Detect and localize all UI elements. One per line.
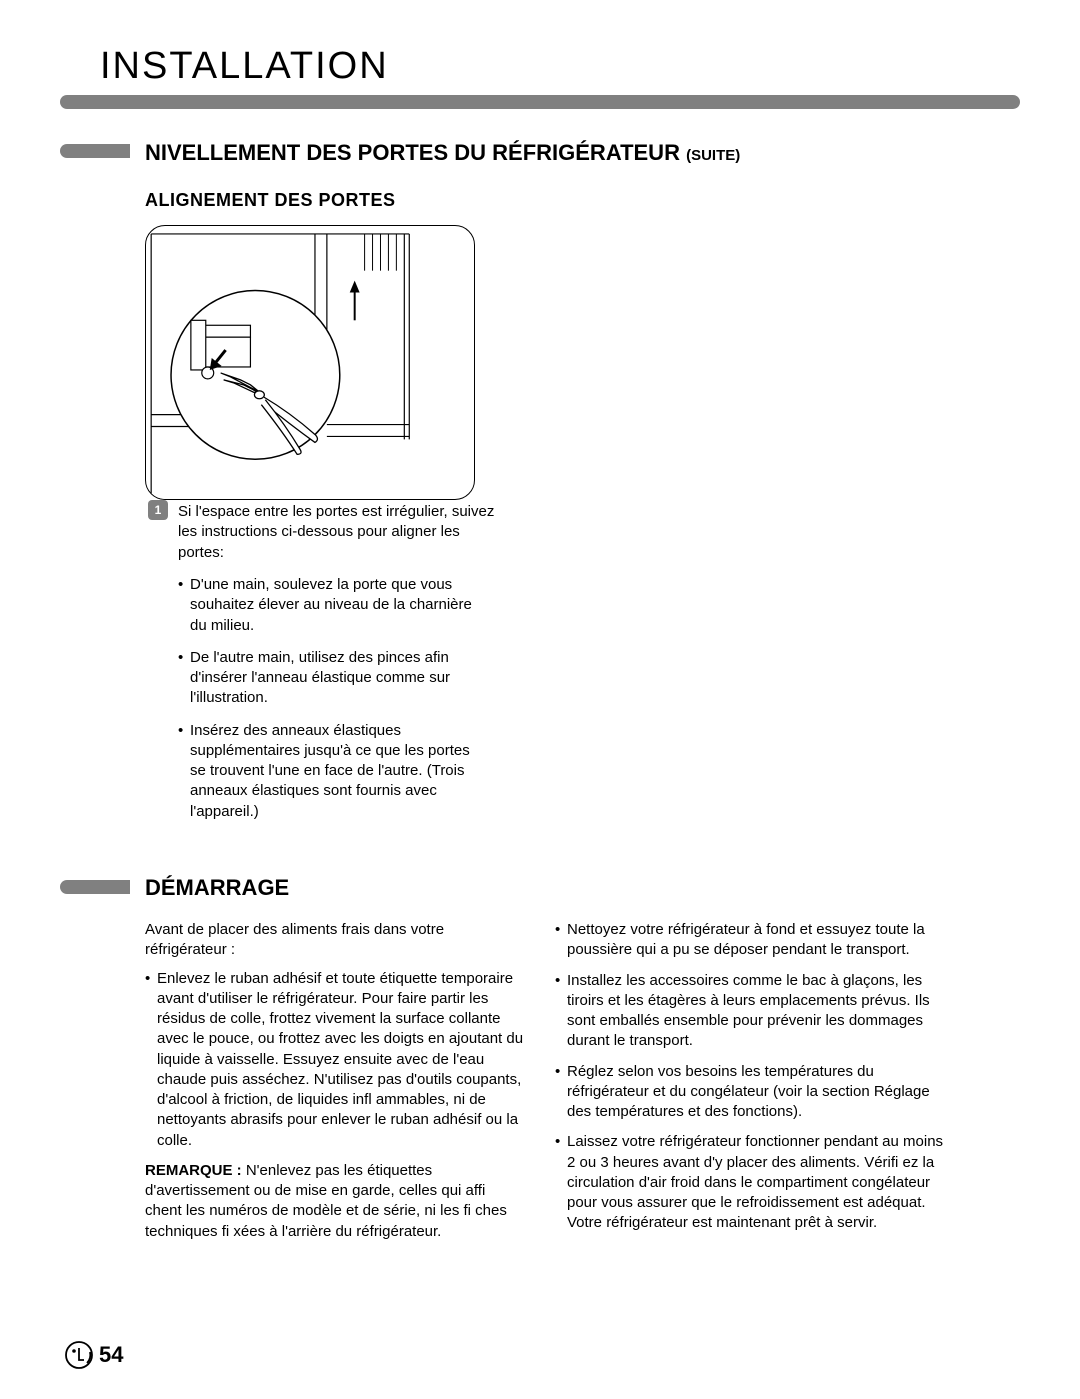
list-item: Enlevez le ruban adhésif et toute étique… bbox=[145, 969, 525, 1151]
step-number-badge: 1 bbox=[148, 500, 168, 520]
subsection-heading-alignement: ALIGNEMENT DES PORTES bbox=[145, 190, 396, 211]
section-marker bbox=[60, 144, 130, 158]
list-item: Insérez des anneaux élastiques supplémen… bbox=[178, 721, 488, 822]
list-item: D'une main, soulevez la porte que vous s… bbox=[178, 575, 488, 636]
door-alignment-diagram bbox=[145, 225, 475, 500]
intro-text: Avant de placer des aliments frais dans … bbox=[145, 920, 525, 961]
section-heading-demarrage: DÉMARRAGE bbox=[145, 875, 289, 901]
left-column: Avant de placer des aliments frais dans … bbox=[145, 920, 525, 1242]
page-footer: 54 bbox=[65, 1341, 123, 1369]
remark-label: REMARQUE : bbox=[145, 1162, 242, 1179]
remark-paragraph: REMARQUE : N'enlevez pas les étiquettes … bbox=[145, 1161, 525, 1242]
list-item: Laissez votre réfrigérateur fonctionner … bbox=[555, 1132, 955, 1233]
section-title-suffix: (SUITE) bbox=[686, 147, 740, 164]
list-item: Installez les accessoires comme le bac à… bbox=[555, 971, 955, 1052]
alignment-bullet-list: D'une main, soulevez la porte que vous s… bbox=[178, 575, 488, 834]
page-title: INSTALLATION bbox=[100, 45, 389, 88]
lg-logo-icon bbox=[65, 1341, 93, 1369]
section-marker bbox=[60, 880, 130, 894]
step-intro-text: Si l'espace entre les portes est irrégul… bbox=[178, 502, 498, 563]
section-heading-nivellement: NIVELLEMENT DES PORTES DU RÉFRIGÉRATEUR … bbox=[145, 140, 740, 166]
section-title-text: NIVELLEMENT DES PORTES DU RÉFRIGÉRATEUR bbox=[145, 140, 680, 165]
horizontal-divider bbox=[60, 95, 1020, 109]
list-item: Nettoyez votre réfrigérateur à fond et e… bbox=[555, 920, 955, 961]
list-item: De l'autre main, utilisez des pinces afi… bbox=[178, 648, 488, 709]
diagram-svg bbox=[146, 226, 474, 499]
list-item: Réglez selon vos besoins les température… bbox=[555, 1062, 955, 1123]
right-column: Nettoyez votre réfrigérateur à fond et e… bbox=[555, 920, 955, 1244]
page-number: 54 bbox=[99, 1342, 123, 1368]
